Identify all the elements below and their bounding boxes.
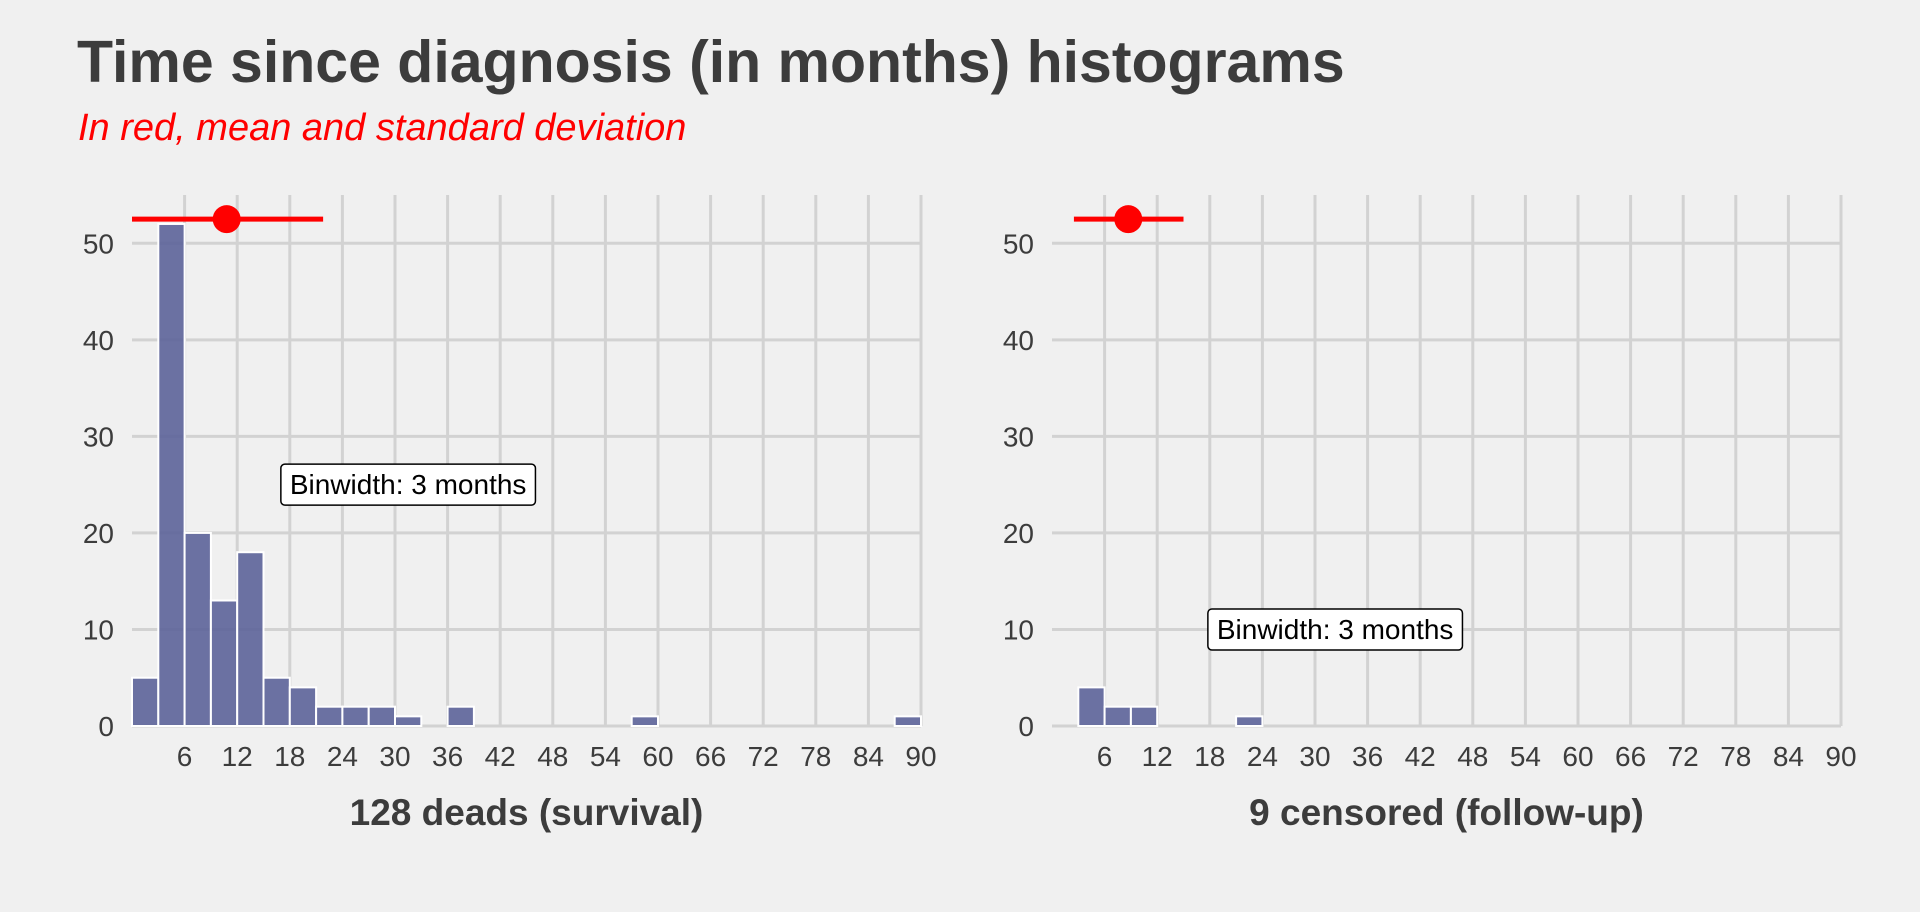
x-tick-label: 6 bbox=[177, 741, 193, 772]
x-tick-label: 42 bbox=[485, 741, 516, 772]
binwidth-label: Binwidth: 3 months bbox=[290, 469, 527, 500]
x-tick-label: 54 bbox=[590, 741, 621, 772]
chart-subtitle: In red, mean and standard deviation bbox=[78, 107, 687, 149]
y-tick-label: 10 bbox=[83, 614, 114, 645]
x-tick-label: 36 bbox=[1352, 741, 1383, 772]
y-tick-label: 50 bbox=[83, 228, 114, 259]
y-tick-label: 40 bbox=[83, 325, 114, 356]
y-tick-label: 20 bbox=[83, 518, 114, 549]
binwidth-label: Binwidth: 3 months bbox=[1217, 614, 1454, 645]
histogram-bar bbox=[1077, 686, 1106, 728]
histogram-bar bbox=[630, 715, 660, 728]
y-tick-label: 0 bbox=[98, 711, 114, 742]
x-tick-label: 30 bbox=[1299, 741, 1330, 772]
x-tick-label: 66 bbox=[695, 741, 726, 772]
histogram-bar bbox=[893, 715, 923, 728]
mean-point bbox=[212, 205, 241, 234]
x-tick-label: 30 bbox=[379, 741, 410, 772]
y-tick-label: 40 bbox=[1003, 325, 1034, 356]
x-tick-label: 60 bbox=[642, 741, 673, 772]
x-tick-label: 48 bbox=[537, 741, 568, 772]
y-tick-label: 30 bbox=[1003, 421, 1034, 452]
x-tick-label: 66 bbox=[1615, 741, 1646, 772]
y-tick-label: 50 bbox=[1003, 228, 1034, 259]
y-tick-label: 30 bbox=[83, 421, 114, 452]
histogram-bar bbox=[394, 715, 423, 728]
x-tick-label: 24 bbox=[1247, 741, 1278, 772]
x-tick-label: 90 bbox=[905, 741, 936, 772]
x-tick-label: 12 bbox=[222, 741, 253, 772]
binwidth-label-box bbox=[1207, 608, 1464, 651]
histogram-bar bbox=[1235, 715, 1264, 728]
x-tick-label: 90 bbox=[1825, 741, 1856, 772]
x-axis-title: 128 deads (survival) bbox=[350, 792, 704, 833]
x-axis-title: 9 censored (follow-up) bbox=[1249, 792, 1644, 833]
x-tick-label: 36 bbox=[432, 741, 463, 772]
y-tick-label: 10 bbox=[1003, 614, 1034, 645]
x-tick-label: 78 bbox=[800, 741, 831, 772]
histogram-bar bbox=[157, 222, 186, 728]
y-tick-label: 20 bbox=[1003, 518, 1034, 549]
x-tick-label: 60 bbox=[1562, 741, 1593, 772]
x-tick-label: 72 bbox=[1668, 741, 1699, 772]
x-tick-label: 6 bbox=[1097, 741, 1113, 772]
x-tick-label: 42 bbox=[1405, 741, 1436, 772]
x-tick-label: 24 bbox=[327, 741, 358, 772]
histogram-bar bbox=[1129, 705, 1159, 728]
x-tick-label: 12 bbox=[1142, 741, 1173, 772]
histogram-bar bbox=[183, 531, 212, 728]
chart-title: Time since diagnosis (in months) histogr… bbox=[77, 29, 1345, 95]
histogram-bar bbox=[236, 551, 265, 728]
x-tick-label: 84 bbox=[1773, 741, 1804, 772]
y-tick-label: 0 bbox=[1018, 711, 1034, 742]
x-tick-label: 18 bbox=[274, 741, 305, 772]
binwidth-label-box bbox=[280, 463, 537, 506]
mean-point bbox=[1114, 205, 1143, 234]
x-tick-label: 54 bbox=[1510, 741, 1541, 772]
x-tick-label: 48 bbox=[1457, 741, 1488, 772]
histogram-bar bbox=[446, 705, 475, 728]
x-tick-label: 84 bbox=[853, 741, 884, 772]
x-tick-label: 18 bbox=[1194, 741, 1225, 772]
x-tick-label: 72 bbox=[748, 741, 779, 772]
x-tick-label: 78 bbox=[1720, 741, 1751, 772]
histogram-bar bbox=[1103, 705, 1132, 728]
